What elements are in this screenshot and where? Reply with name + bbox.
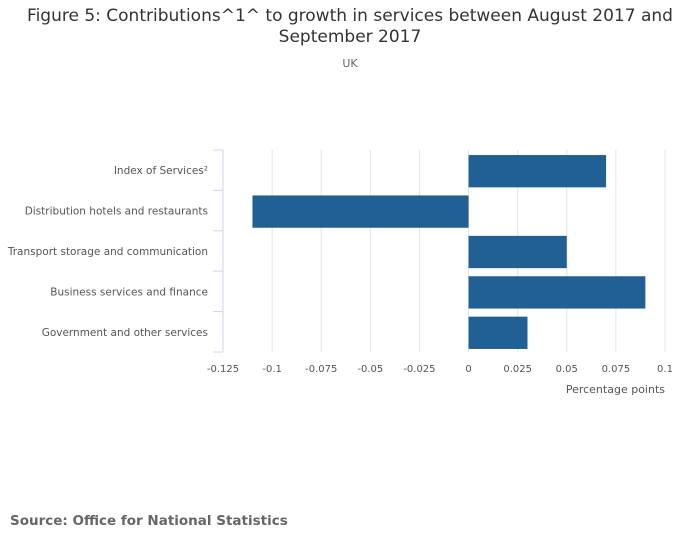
- bar[interactable]: [468, 316, 528, 349]
- bar[interactable]: [468, 235, 567, 269]
- x-tick-label: 0.1: [657, 364, 673, 375]
- x-axis-title: Percentage points: [566, 383, 665, 396]
- chart-title-line-1: Figure 5: Contributions^1^ to growth in …: [27, 6, 673, 26]
- category-label: Transport storage and communication: [7, 246, 208, 258]
- source-note: Source: Office for National Statistics: [10, 513, 288, 529]
- x-tick-labels: -0.125 -0.1 -0.075 -0.05 -0.025 0 0.025 0.05 0.0…: [207, 364, 673, 375]
- x-tick-label: 0.025: [503, 364, 532, 375]
- bar[interactable]: [468, 155, 607, 188]
- bars: [252, 155, 646, 349]
- x-tick-label: -0.125: [207, 364, 239, 375]
- chart-title-line-2: September 2017: [278, 27, 422, 47]
- bar[interactable]: [468, 276, 646, 309]
- chart-subtitle: UK: [342, 57, 358, 70]
- x-tick-label: -0.1: [262, 364, 282, 375]
- x-tick-label: -0.075: [305, 364, 337, 375]
- x-tick-label: -0.05: [357, 364, 383, 375]
- category-label: Distribution hotels and restaurants: [25, 206, 208, 218]
- x-tick-label: 0.075: [602, 364, 631, 375]
- bar[interactable]: [252, 195, 469, 228]
- category-label: Business services and finance: [50, 286, 208, 298]
- x-tick-label: 0.05: [556, 364, 578, 375]
- category-label: Index of Services²: [114, 165, 208, 177]
- chart-title: Figure 5: Contributions^1^ to growth in …: [0, 6, 700, 48]
- category-label: Government and other services: [42, 327, 208, 339]
- category-axis: Index of Services² Distribution hotels an…: [7, 149, 224, 353]
- x-tick-label: 0: [465, 364, 471, 375]
- x-tick-label: -0.025: [403, 364, 435, 375]
